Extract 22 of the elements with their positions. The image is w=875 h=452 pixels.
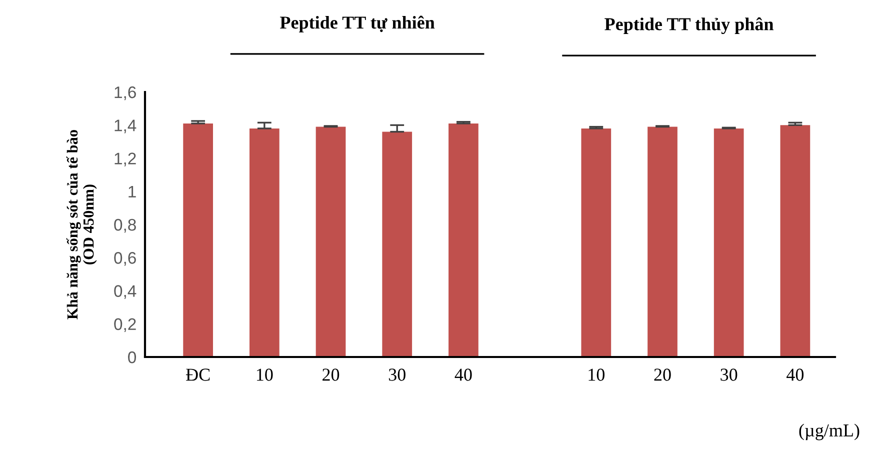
x-tick-label: 40: [786, 368, 804, 381]
x-tick-label: 10: [588, 368, 604, 381]
text: Peptide TT thủy phân: [604, 17, 774, 34]
x-tick-label: 20: [322, 368, 340, 381]
y-tick-label: 0,2: [114, 318, 136, 332]
x-tick-label: 10: [256, 368, 273, 381]
y-tick-label: 1,2: [114, 152, 136, 166]
x-tick-label: 30: [720, 368, 738, 381]
text: (µg/mL): [799, 424, 860, 440]
x-tick-label: 20: [654, 368, 671, 381]
y-tick-label: 0,8: [114, 218, 136, 233]
x-tick-label: 30: [388, 368, 406, 381]
text: Peptide TT tự nhiên: [280, 16, 435, 32]
y-tick-label: 1,6: [114, 86, 136, 100]
y-tick-label: 0,6: [114, 252, 136, 266]
x-tick-label: ĐC: [186, 368, 210, 381]
y-tick-label: 0: [128, 351, 136, 364]
y-axis-title: Khả năng sống sót của tế bào (OD 450nm): [66, 130, 97, 320]
y-tick-label: 1: [128, 186, 136, 198]
x-tick-label: 40: [454, 368, 472, 381]
y-tick-label: 1,4: [114, 120, 136, 134]
y-tick-label: 0,4: [114, 285, 136, 299]
